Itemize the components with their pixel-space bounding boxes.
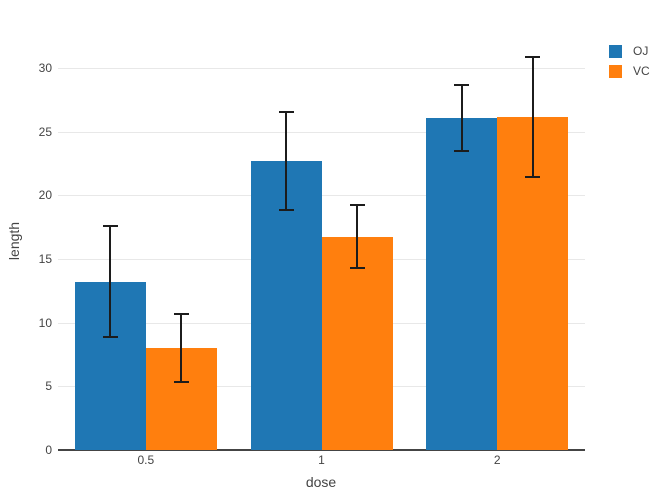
error-bar-vc-0.5-cap-bottom: [173, 381, 189, 384]
x-tick-label-1: 1: [318, 453, 325, 467]
gridline-20: [58, 195, 585, 197]
plot-area[interactable]: [58, 30, 585, 451]
error-bar-vc-0.5-cap-top: [173, 313, 189, 316]
y-tick-label-30: 30: [38, 61, 52, 76]
gridline-30: [58, 68, 585, 70]
error-bar-vc-2-cap-top: [525, 56, 541, 59]
bar-oj-2[interactable]: [426, 118, 498, 450]
legend-swatch-oj: [609, 44, 622, 58]
gridline-25: [58, 131, 585, 133]
error-bar-oj-0.5-cap-bottom: [102, 336, 118, 339]
error-bar-vc-1-cap-top: [349, 204, 365, 207]
x-tick-label-0.5: 0.5: [137, 453, 155, 467]
error-bar-oj-0.5-cap-top: [102, 224, 118, 227]
y-tick-label-25: 25: [38, 124, 52, 139]
y-tick-label-0: 0: [45, 443, 52, 457]
error-bar-oj-1-cap-top: [278, 111, 294, 114]
legend: OJ VC: [609, 41, 650, 81]
error-bar-vc-1: [356, 204, 358, 269]
y-axis-title: length: [6, 221, 22, 261]
x-axis-line: [58, 449, 585, 451]
error-bar-oj-2-cap-bottom: [454, 150, 470, 153]
y-tick-label-10: 10: [38, 315, 52, 330]
error-bar-oj-2-cap-top: [454, 84, 470, 87]
y-tick-label-5: 5: [45, 379, 52, 394]
error-bar-oj-1: [285, 111, 287, 211]
y-tick-label-20: 20: [38, 188, 52, 203]
error-bar-vc-0.5: [180, 313, 183, 384]
error-bar-oj-2: [460, 84, 463, 153]
legend-item-oj[interactable]: OJ: [609, 41, 650, 61]
legend-label-vc: VC: [633, 64, 650, 78]
error-bar-oj-0.5: [109, 224, 112, 339]
legend-label-oj: OJ: [633, 44, 649, 58]
bar-vc-1[interactable]: [321, 236, 393, 450]
legend-swatch-vc: [609, 64, 622, 78]
x-axis-title: dose: [305, 474, 337, 490]
legend-item-vc[interactable]: VC: [609, 61, 650, 81]
error-bar-vc-2: [531, 56, 534, 179]
error-bar-vc-1-cap-bottom: [349, 266, 365, 269]
y-tick-label-15: 15: [38, 252, 52, 267]
x-tick-label-2: 2: [493, 453, 501, 467]
error-bar-vc-2-cap-bottom: [525, 176, 541, 179]
error-bar-oj-1-cap-bottom: [278, 208, 294, 211]
